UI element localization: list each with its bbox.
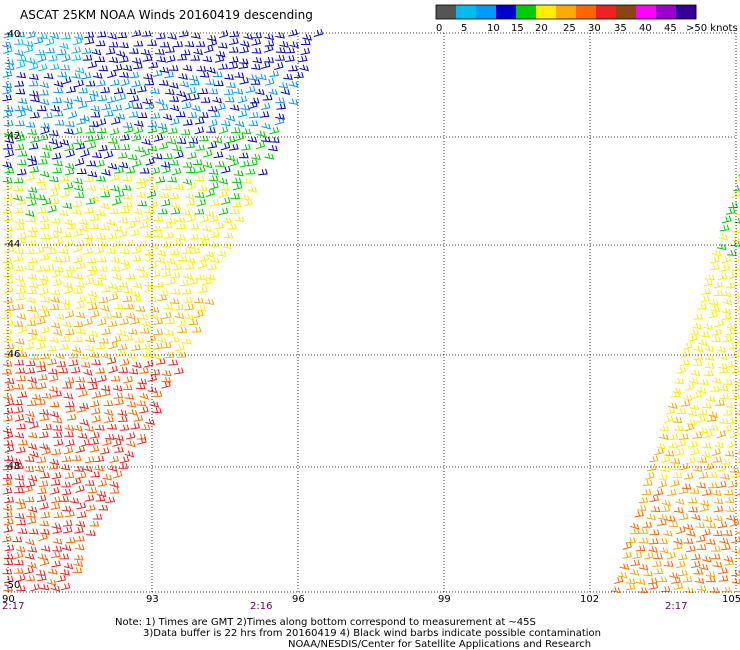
color-scale-swatch <box>456 5 477 19</box>
note-line-1: Note: 1) Times are GMT 2)Times along bot… <box>115 617 536 628</box>
latitude-label: -48 <box>4 461 20 472</box>
longitude-label: 105 <box>722 594 740 605</box>
color-scale-swatch <box>676 5 697 19</box>
color-scale-swatch <box>636 5 657 19</box>
color-scale-label: 25 <box>563 23 576 34</box>
color-scale-label: 35 <box>614 23 627 34</box>
time-label: 2:17 <box>2 601 24 612</box>
color-scale-swatch <box>496 5 517 19</box>
note-line-3: NOAA/NESDIS/Center for Satellite Applica… <box>288 639 592 650</box>
map-title: ASCAT 25KM NOAA Winds 20160419 descendin… <box>20 8 313 22</box>
longitude-label: 93 <box>146 594 159 605</box>
axis-labels: -40 -42 -44 -46 -48 -50 90 93 96 99 102 105 2:17 2:16… <box>2 29 740 612</box>
time-label: 2:17 <box>665 601 687 612</box>
latitude-label: -40 <box>4 29 20 40</box>
longitude-label: 96 <box>292 594 305 605</box>
color-scale-swatch <box>476 5 497 19</box>
color-scale-swatch <box>436 5 457 19</box>
color-scale-swatch <box>616 5 637 19</box>
color-scale-swatch <box>576 5 597 19</box>
color-scale-label: 30 <box>588 23 601 34</box>
wind-barbs <box>1 28 740 594</box>
color-scale-label: 40 <box>639 23 652 34</box>
time-label: 2:16 <box>250 601 272 612</box>
color-scale-label: 15 <box>511 23 524 34</box>
latitude-label: -44 <box>4 239 20 250</box>
color-scale: 0 5 10 15 20 25 30 35 40 45 >50 knots <box>435 4 738 34</box>
latitude-label: -42 <box>4 131 20 142</box>
color-scale-swatch <box>556 5 577 19</box>
note-line-2: 3)Data buffer is 22 hrs from 20160419 4)… <box>143 628 601 639</box>
color-scale-label: 20 <box>535 23 548 34</box>
color-scale-swatch <box>516 5 537 19</box>
color-scale-label: 5 <box>461 23 467 34</box>
longitude-label: 90 <box>2 594 15 605</box>
color-scale-label: >50 knots <box>686 23 738 34</box>
color-scale-label: 0 <box>436 23 442 34</box>
map-grid <box>7 32 737 593</box>
color-scale-label: 45 <box>664 23 677 34</box>
longitude-label: 102 <box>580 594 599 605</box>
color-scale-label: 10 <box>487 23 500 34</box>
color-scale-swatch <box>656 5 677 19</box>
color-scale-swatch <box>536 5 557 19</box>
latitude-label: -50 <box>4 580 20 591</box>
longitude-label: 99 <box>438 594 451 605</box>
latitude-label: -46 <box>4 349 20 360</box>
color-scale-swatch <box>596 5 617 19</box>
